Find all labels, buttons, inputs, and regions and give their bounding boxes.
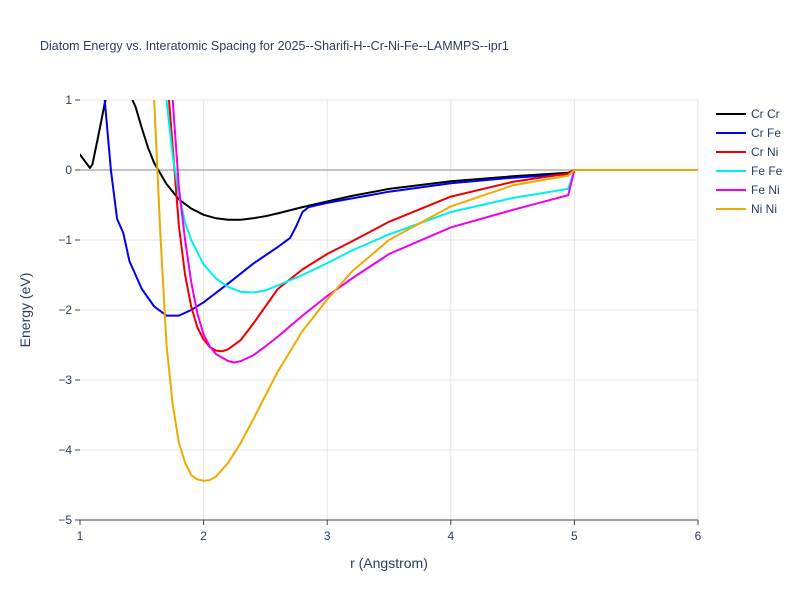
legend-label: Fe Ni [751, 183, 780, 197]
series-line-cr-fe [103, 100, 698, 317]
series-line-fe-fe [165, 100, 698, 294]
series-line-fe-ni [171, 100, 698, 364]
legend-item-cr-cr[interactable]: Cr Cr [716, 107, 780, 121]
x-axis-title: r (Angstrom) [350, 555, 428, 571]
y-tick-label: −5 [58, 513, 72, 527]
x-tick-label: 1 [77, 529, 84, 543]
legend-item-cr-fe[interactable]: Cr Fe [716, 126, 781, 140]
chart-title: Diatom Energy vs. Interatomic Spacing fo… [40, 39, 509, 53]
y-axis-title: Energy (eV) [17, 273, 33, 348]
y-tick-label: −4 [58, 443, 72, 457]
y-tick-label: 1 [65, 93, 72, 107]
x-tick-label: 5 [571, 529, 578, 543]
legend-item-fe-fe[interactable]: Fe Fe [716, 164, 783, 178]
grid [80, 99, 699, 520]
x-axis-ticks: 1 2 3 4 5 6 [77, 520, 702, 543]
series-line-ni-ni [153, 100, 698, 482]
x-tick-label: 3 [324, 529, 331, 543]
legend-label: Cr Ni [751, 145, 778, 159]
legend-label: Cr Cr [751, 107, 780, 121]
y-tick-label: 0 [65, 163, 72, 177]
y-tick-label: −2 [58, 303, 72, 317]
series-line-cr-ni [168, 100, 698, 353]
y-tick-label: −3 [58, 373, 72, 387]
y-tick-label: −1 [58, 233, 72, 247]
legend-item-ni-ni[interactable]: Ni Ni [716, 202, 777, 216]
legend-label: Cr Fe [751, 126, 781, 140]
legend-item-fe-ni[interactable]: Fe Ni [716, 183, 780, 197]
legend-label: Ni Ni [751, 202, 777, 216]
legend[interactable]: Cr Cr Cr Fe Cr Ni Fe Fe Fe Ni Ni Ni [716, 107, 783, 216]
series-layer [80, 100, 698, 482]
x-tick-label: 6 [695, 529, 702, 543]
series-line-cr-cr [80, 100, 698, 221]
legend-item-cr-ni[interactable]: Cr Ni [716, 145, 778, 159]
y-axis-ticks: 1 0 −1 −2 −3 −4 −5 [58, 93, 80, 527]
x-tick-label: 2 [200, 529, 207, 543]
legend-label: Fe Fe [751, 164, 783, 178]
x-tick-label: 4 [447, 529, 454, 543]
